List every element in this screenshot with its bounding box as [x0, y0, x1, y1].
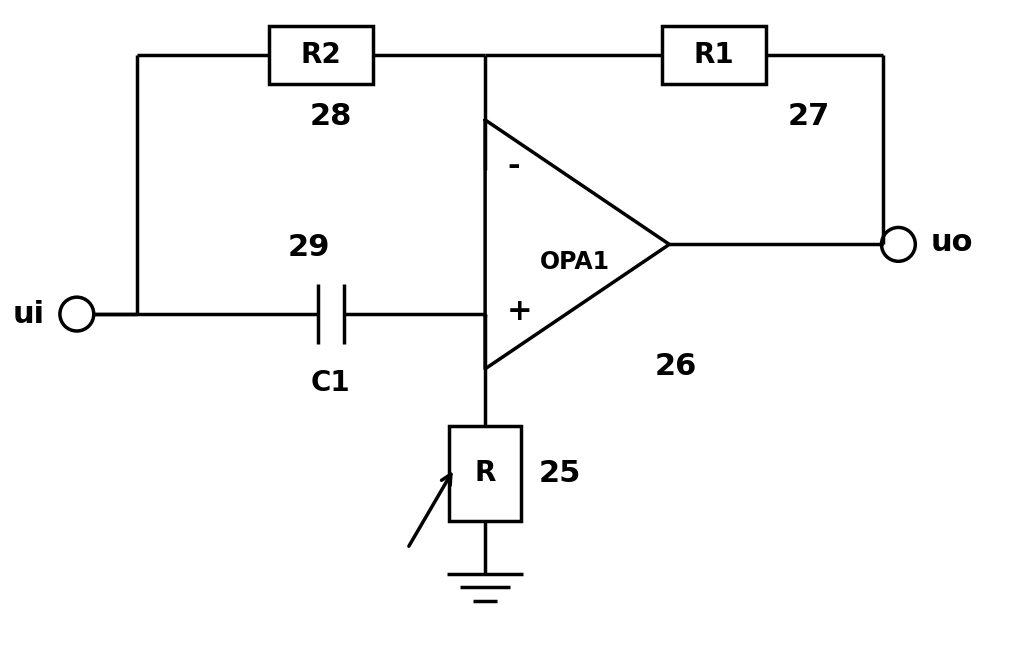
Bar: [269, 26, 374, 84]
Text: ui: ui: [12, 300, 45, 328]
Text: 27: 27: [787, 102, 830, 131]
Text: R1: R1: [694, 41, 735, 69]
Text: C1: C1: [311, 369, 351, 397]
Text: +: +: [507, 296, 533, 326]
Text: 29: 29: [288, 233, 330, 262]
Text: R: R: [474, 460, 496, 488]
Text: R2: R2: [300, 41, 342, 69]
Text: 26: 26: [654, 352, 697, 381]
Text: 28: 28: [310, 102, 352, 131]
Bar: [450, 426, 521, 520]
Text: uo: uo: [930, 228, 972, 257]
Text: -: -: [507, 153, 520, 181]
Text: 25: 25: [539, 459, 581, 488]
Bar: [662, 26, 767, 84]
Text: OPA1: OPA1: [540, 250, 610, 274]
